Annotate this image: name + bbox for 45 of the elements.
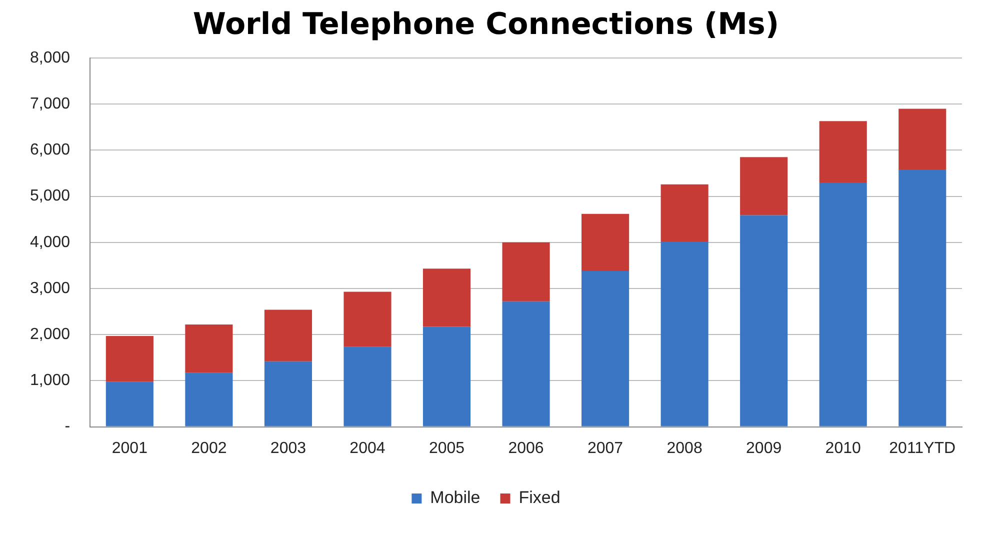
bar: [422, 268, 471, 327]
y-tick-label: 2,000: [30, 326, 70, 344]
bar: [819, 182, 867, 426]
bar: [502, 301, 550, 426]
y-tick-label: 4,000: [30, 234, 70, 251]
bar: [898, 108, 946, 170]
bar: [106, 382, 154, 426]
legend-label: Mobile: [430, 488, 480, 508]
y-tick-label: 5,000: [30, 188, 70, 205]
bar: [502, 242, 550, 302]
bar: [185, 372, 233, 426]
bar: [740, 215, 788, 426]
y-tick-label: 7,000: [30, 96, 70, 113]
bar: [344, 346, 392, 426]
x-tick-label: 2003: [270, 440, 306, 457]
x-tick-label: 2001: [112, 440, 148, 457]
x-tick-label: 2004: [350, 440, 386, 457]
x-tick-label: 2002: [191, 440, 227, 457]
x-tick-label: 2010: [825, 440, 861, 457]
bar: [106, 336, 154, 382]
chart-title: World Telephone Connections (Ms): [192, 6, 780, 42]
bar: [819, 121, 867, 182]
bar: [344, 292, 392, 347]
bar: [185, 324, 233, 373]
y-tick-label: 1,000: [30, 372, 70, 390]
bar: [582, 214, 630, 271]
bar: [660, 241, 708, 426]
bar: [264, 310, 312, 362]
y-tick-label: 8,000: [30, 49, 70, 66]
x-tick-label: 2008: [666, 440, 702, 457]
bar: [264, 361, 312, 426]
bar: [422, 326, 471, 426]
x-tick-label: 2011YTD: [889, 440, 956, 457]
x-tick-label: 2006: [508, 440, 544, 457]
legend-label: Fixed: [518, 488, 560, 508]
y-tick-label: 3,000: [30, 280, 70, 297]
x-tick-label: 2005: [428, 440, 465, 457]
x-tick-label: 2007: [587, 440, 624, 457]
y-tick-label: 6,000: [30, 142, 70, 159]
x-tick-label: 2009: [746, 440, 782, 457]
bar: [582, 270, 630, 426]
bar: [740, 157, 788, 216]
bar: [660, 184, 708, 242]
y-tick-label: -: [64, 418, 70, 436]
bar: [898, 170, 946, 426]
